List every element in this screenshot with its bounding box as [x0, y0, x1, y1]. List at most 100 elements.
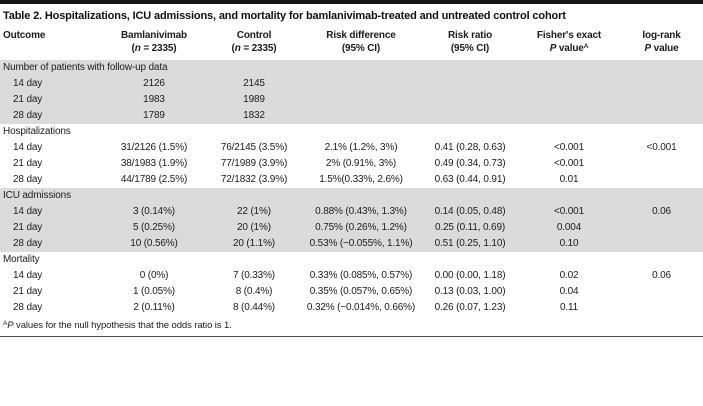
value-cell: 0.63 (0.44, 0.91): [434, 174, 506, 185]
table-row: 28 day 2 (0.11%) 8 (0.44%) 0.32% (−0.014…: [0, 300, 703, 316]
footnote-p: P: [7, 320, 14, 331]
value-cell: 0.25 (0.11, 0.69): [434, 222, 506, 233]
col-header-subline: (n = 2335): [231, 42, 277, 54]
value-cell: 3 (0.14%): [132, 206, 175, 217]
footnote-text: values for the null hypothesis that the …: [13, 320, 232, 331]
value-cell: 72/1832 (3.9%): [220, 174, 288, 185]
value-cell: 2% (0.91%, 3%): [325, 158, 397, 169]
section-hospitalizations: Hospitalizations 14 day 31/2126 (1.5%) 7…: [0, 124, 703, 188]
value-cell: [620, 284, 703, 300]
table-row: 14 day 2126 2145: [0, 76, 703, 92]
value-cell: [620, 300, 703, 316]
outcome-cell: 28 day: [13, 110, 43, 121]
value-cell: 0.51 (0.25, 1.10): [434, 238, 506, 249]
value-cell: 76/2145 (3.5%): [220, 142, 288, 153]
col-header-fisher: Fisher's exact P valueA: [518, 29, 620, 60]
value-cell: 0.02: [559, 270, 579, 281]
col-header-label: Outcome: [3, 30, 46, 41]
value-cell: [620, 236, 703, 252]
col-header-risk-ratio: Risk ratio (95% CI): [422, 29, 518, 60]
footnote: AP values for the null hypothesis that t…: [0, 316, 703, 331]
value-cell: 0.04: [559, 286, 579, 297]
table-row: 28 day 44/1789 (2.5%) 72/1832 (3.9%) 1.5…: [0, 172, 703, 188]
section-header-row: ICU admissions: [0, 188, 703, 204]
outcome-cell: 21 day: [13, 158, 43, 169]
value-cell: 44/1789 (2.5%): [120, 174, 188, 185]
value-cell: 20 (1.1%): [232, 238, 275, 249]
table-row: 21 day 38/1983 (1.9%) 77/1989 (3.9%) 2% …: [0, 156, 703, 172]
value-cell: <0.001: [646, 142, 677, 153]
outcome-cell: 14 day: [13, 270, 43, 281]
col-header-subline: P value: [644, 42, 679, 54]
value-cell: <0.001: [554, 142, 584, 153]
outcome-cell: 28 day: [13, 174, 43, 185]
value-cell: 1832: [243, 110, 265, 121]
value-cell: 38/1983 (1.9%): [120, 158, 188, 169]
value-cell: 22 (1%): [237, 206, 271, 217]
outcome-cell: 21 day: [13, 222, 43, 233]
section-header-row: Hospitalizations: [0, 124, 703, 140]
value-cell: 0 (0%): [139, 270, 169, 281]
table-row: 21 day 1983 1989: [0, 92, 703, 108]
value-cell: [620, 92, 703, 108]
value-cell: 0.06: [652, 206, 671, 217]
value-cell: [422, 76, 518, 92]
col-header-label: Control: [236, 30, 272, 41]
outcome-cell: 14 day: [13, 206, 43, 217]
value-cell: 0.00 (0.00, 1.18): [434, 270, 506, 281]
section-label: Hospitalizations: [3, 126, 71, 137]
section-header-row: Mortality: [0, 252, 703, 268]
col-header-subline: (95% CI): [450, 42, 490, 54]
outcome-cell: 21 day: [13, 94, 43, 105]
value-cell: 0.13 (0.03, 1.00): [434, 286, 506, 297]
value-cell: 2.1% (1.2%, 3%): [324, 142, 398, 153]
value-cell: 2145: [243, 78, 265, 89]
table-row: 14 day 3 (0.14%) 22 (1%) 0.88% (0.43%, 1…: [0, 204, 703, 220]
col-header-outcome: Outcome: [0, 29, 100, 60]
value-cell: [518, 108, 620, 124]
bottom-rule: [0, 336, 703, 337]
section-header-row: Number of patients with follow-up data: [0, 60, 703, 76]
value-cell: 0.32% (−0.014%, 0.66%): [306, 302, 416, 313]
col-header-risk-difference: Risk difference (95% CI): [300, 29, 422, 60]
data-table: Outcome Bamlanivimab (n = 2335) Control …: [0, 29, 703, 316]
col-header-label: Risk difference: [326, 30, 396, 41]
value-cell: 20 (1%): [237, 222, 271, 233]
value-cell: 0.75% (0.26%, 1.2%): [315, 222, 407, 233]
value-cell: 7 (0.33%): [232, 270, 275, 281]
outcome-cell: 21 day: [13, 286, 43, 297]
section-label: Number of patients with follow-up data: [3, 62, 168, 73]
value-cell: [300, 92, 422, 108]
col-header-label: Bamlanivimab: [120, 30, 187, 41]
col-header-control: Control (n = 2335): [208, 29, 300, 60]
value-cell: [422, 92, 518, 108]
section-followup: Number of patients with follow-up data 1…: [0, 60, 703, 124]
value-cell: 5 (0.25%): [132, 222, 175, 233]
table-row: 14 day 31/2126 (1.5%) 76/2145 (3.5%) 2.1…: [0, 140, 703, 156]
col-header-subline: P valueA: [549, 42, 589, 54]
value-cell: 0.06: [652, 270, 671, 281]
value-cell: [422, 108, 518, 124]
value-cell: [620, 172, 703, 188]
section-icu: ICU admissions 14 day 3 (0.14%) 22 (1%) …: [0, 188, 703, 252]
value-cell: 10 (0.56%): [130, 238, 178, 249]
value-cell: 0.26 (0.07, 1.23): [434, 302, 506, 313]
col-header-subline: (n = 2335): [131, 42, 177, 54]
outcome-cell: 14 day: [13, 142, 43, 153]
value-cell: 0.33% (0.085%, 0.57%): [309, 270, 413, 281]
value-cell: 0.41 (0.28, 0.63): [434, 142, 506, 153]
outcome-cell: 14 day: [13, 78, 43, 89]
value-cell: 1989: [243, 94, 265, 105]
value-cell: 0.49 (0.34, 0.73): [434, 158, 506, 169]
value-cell: 1.5%(0.33%, 2.6%): [319, 174, 403, 185]
value-cell: 31/2126 (1.5%): [120, 142, 188, 153]
value-cell: [620, 76, 703, 92]
value-cell: 77/1989 (3.9%): [220, 158, 288, 169]
value-cell: [620, 156, 703, 172]
value-cell: [300, 76, 422, 92]
value-cell: 0.11: [559, 302, 579, 313]
section-mortality: Mortality 14 day 0 (0%) 7 (0.33%) 0.33% …: [0, 252, 703, 316]
outcome-cell: 28 day: [13, 238, 43, 249]
col-header-label: log-rank: [642, 30, 681, 41]
